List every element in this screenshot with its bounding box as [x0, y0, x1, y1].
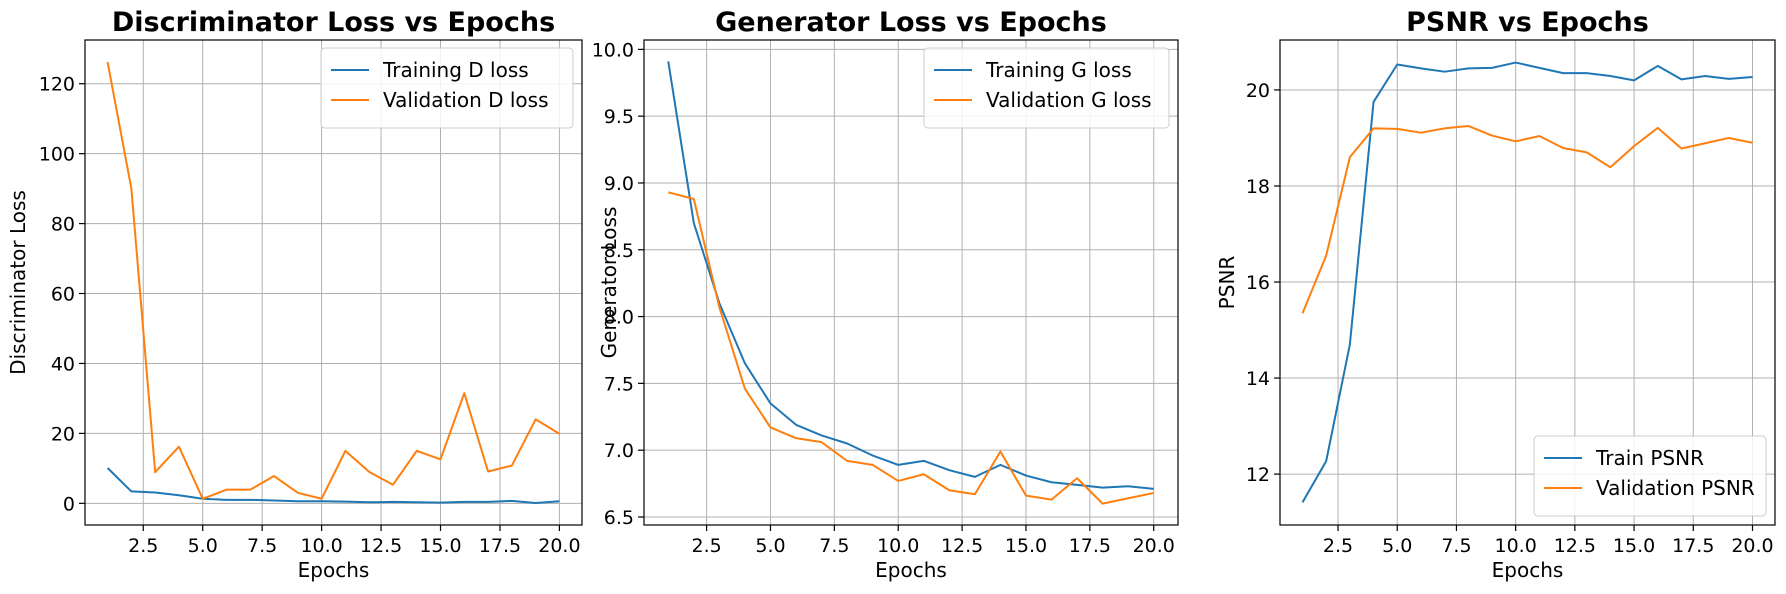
- x-axis-label: Epochs: [1492, 558, 1564, 582]
- x-tick-label: 17.5: [1069, 535, 1111, 557]
- subplot-3: 2.5 5.0 7.5 10.0 12.5 15.0 17.5 20.0 12 14 16 18 20 P…: [1215, 7, 1776, 582]
- chart-title: Generator Loss vs Epochs: [715, 7, 1107, 38]
- y-tick-label: 12: [1246, 464, 1270, 486]
- y-tick-label: 14: [1246, 368, 1270, 390]
- y-tick-label: 8.0: [604, 307, 634, 329]
- subplot-1: 2.5 5.0 7.5 10.0 12.5 15.0 17.5 20.0 0 20 40 60 80 10…: [6, 7, 583, 582]
- series-line-2: [668, 191, 1154, 505]
- y-tick-label: 100: [39, 144, 75, 166]
- x-tick-label: 5.0: [188, 535, 218, 557]
- y-tick-label: 16: [1246, 272, 1270, 294]
- subplot-2: 2.5 5.0 7.5 10.0 12.5 15.0 17.5 20.0 6.5 7.0 7.5 8.…: [592, 7, 1179, 582]
- x-tick-label: 20.0: [538, 535, 580, 557]
- x-tick-label: 20.0: [1731, 535, 1773, 557]
- x-tick-label: 12.5: [360, 535, 402, 557]
- x-tick-label: 5.0: [755, 535, 785, 557]
- chart-title: PSNR vs Epochs: [1406, 7, 1649, 38]
- x-tick-label: 10.0: [300, 535, 342, 557]
- series-line-1: [106, 467, 560, 504]
- x-tick-label: 10.0: [877, 535, 919, 557]
- x-tick-label: 15.0: [419, 535, 461, 557]
- y-axis-label: Discriminator Loss: [6, 190, 30, 375]
- chart-title: Discriminator Loss vs Epochs: [112, 7, 555, 38]
- y-axis-label: PSNR: [1215, 256, 1239, 310]
- y-tick-label: 8.5: [604, 240, 634, 262]
- x-tick-label: 7.5: [247, 535, 277, 557]
- y-tick-label: 9.5: [604, 106, 634, 128]
- x-axis-label: Epochs: [298, 558, 370, 582]
- y-tick-label: 18: [1246, 176, 1270, 198]
- y-tick-label: 80: [51, 214, 75, 236]
- legend: Training G loss Validation G loss: [923, 47, 1170, 129]
- y-axis-label: Generator Loss: [597, 207, 621, 359]
- x-tick-label: 5.0: [1382, 535, 1412, 557]
- x-tick-label: 15.0: [1613, 535, 1655, 557]
- y-tick-label: 60: [51, 284, 75, 306]
- series-line-1: [1301, 61, 1753, 503]
- y-tick-label: 40: [51, 353, 75, 375]
- legend-box: [320, 47, 574, 129]
- x-tick-label: 2.5: [691, 535, 721, 557]
- legend-label-1: Training G loss: [985, 58, 1132, 82]
- x-tick-label: 17.5: [479, 535, 521, 557]
- x-tick-label: 10.0: [1495, 535, 1537, 557]
- x-axis-label: Epochs: [875, 558, 947, 582]
- y-tick-label: 20: [1246, 80, 1270, 102]
- x-tick-label: 17.5: [1672, 535, 1714, 557]
- y-tick-label: 9.0: [604, 173, 634, 195]
- y-tick-label: 0: [63, 493, 75, 515]
- axes-frame: [643, 39, 1179, 526]
- x-tick-label: 2.5: [128, 535, 158, 557]
- x-tick-label: 2.5: [1323, 535, 1353, 557]
- y-tick-label: 7.0: [604, 440, 634, 462]
- series-line-2: [1301, 124, 1753, 314]
- x-tick-label: 15.0: [1005, 535, 1047, 557]
- y-tick-label: 6.5: [604, 507, 634, 529]
- axes-frame: [84, 39, 583, 526]
- legend-label-2: Validation G loss: [986, 88, 1152, 112]
- legend-box: [1533, 435, 1767, 517]
- x-tick-label: 12.5: [1554, 535, 1596, 557]
- x-tick-label: 20.0: [1133, 535, 1175, 557]
- legend-label-2: Validation PSNR: [1596, 476, 1755, 500]
- series-line-1: [667, 61, 1154, 490]
- y-tick-label: 20: [51, 423, 75, 445]
- legend: Train PSNR Validation PSNR: [1533, 435, 1767, 517]
- legend-label-1: Train PSNR: [1595, 446, 1704, 470]
- series-line-2: [106, 61, 560, 500]
- legend: Training D loss Validation D loss: [320, 47, 574, 129]
- y-tick-label: 10.0: [592, 39, 634, 61]
- legend-label-1: Training D loss: [382, 58, 529, 82]
- legend-label-2: Validation D loss: [383, 88, 549, 112]
- legend-box: [923, 47, 1170, 129]
- x-tick-label: 7.5: [819, 535, 849, 557]
- x-tick-label: 7.5: [1441, 535, 1471, 557]
- y-tick-label: 7.5: [604, 373, 634, 395]
- y-tick-label: 120: [39, 74, 75, 96]
- x-tick-label: 12.5: [941, 535, 983, 557]
